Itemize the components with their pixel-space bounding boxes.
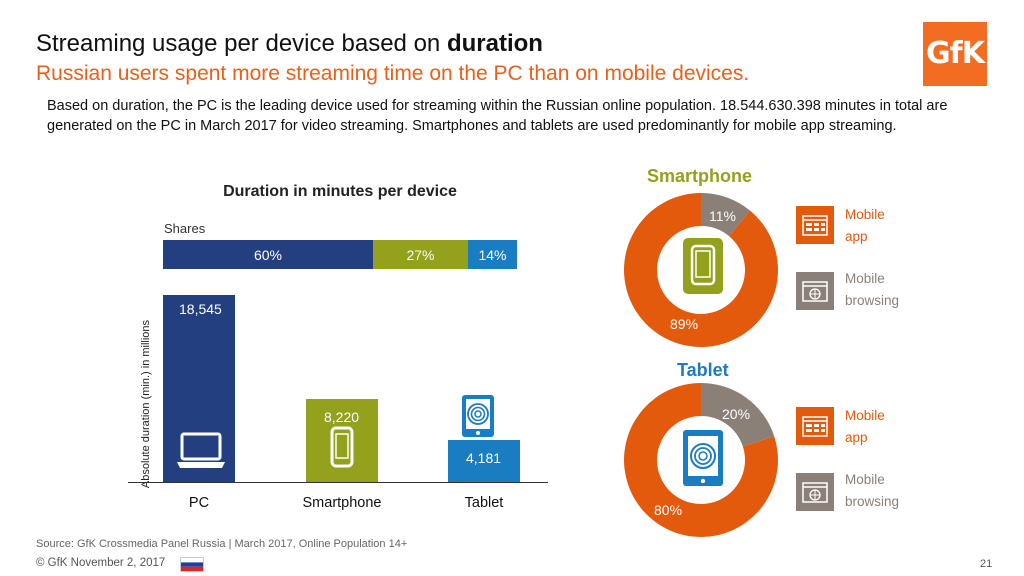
legend-mobile-app: Mobile app (845, 207, 885, 244)
smartphone-donut-title: Smartphone (647, 166, 753, 186)
legend-mobile-app-tablet: Mobile app (845, 408, 885, 445)
copyright: © GfK November 2, 2017 (36, 557, 166, 569)
bar-pc (163, 295, 235, 482)
page-title-emphasis: duration (446, 30, 543, 57)
tablet-icon (462, 395, 494, 437)
tablet-donut-title: Tablet (677, 360, 729, 380)
mobile-browsing-icon (796, 473, 834, 511)
russia-flag-icon (180, 557, 204, 572)
smartphone-icon (683, 238, 723, 294)
share-segment-pc: 60% (163, 240, 373, 269)
legend-mobile-browsing: Mobile browsing (845, 271, 900, 308)
bar-value-smartphone: 8,220 (324, 409, 360, 425)
smartphone-browsing-pct: 11% (709, 208, 736, 224)
share-segment-smartphone: 27% (373, 240, 468, 269)
page-title: Streaming usage per device based on dura… (36, 30, 543, 57)
x-axis-line (128, 482, 548, 483)
intro-paragraph: Based on duration, the PC is the leading… (47, 98, 948, 134)
tablet-icon (683, 430, 723, 486)
smartphone-slice-browsing (701, 193, 751, 237)
x-tick-smartphone: Smartphone (302, 495, 382, 511)
shares-label: Shares (164, 221, 206, 236)
tablet-browsing-pct: 20% (722, 406, 751, 422)
chart-title: Duration in minutes per device (223, 183, 457, 200)
bar-smartphone (306, 399, 378, 482)
bar-tablet (448, 440, 520, 482)
mobile-app-icon (796, 206, 834, 244)
x-tick-tablet: Tablet (464, 495, 504, 511)
smartphone-app-pct: 89% (670, 316, 699, 332)
page-subtitle: Russian users spent more streaming time … (36, 62, 750, 85)
mobile-app-icon (796, 407, 834, 445)
smartphone-icon (330, 426, 354, 468)
tablet-donut (624, 383, 778, 537)
legend-mobile-browsing-tablet: Mobile browsing (845, 472, 900, 509)
laptop-icon (177, 432, 225, 468)
share-segment-tablet: 14% (468, 240, 517, 269)
mobile-browsing-icon (796, 272, 834, 310)
x-tick-pc: PC (188, 495, 210, 511)
tablet-slice-browsing (701, 383, 775, 447)
smartphone-slice-app (624, 193, 778, 347)
tablet-app-pct: 80% (654, 502, 683, 518)
page-number: 21 (980, 558, 993, 570)
smartphone-donut (624, 193, 778, 347)
source-note: Source: GfK Crossmedia Panel Russia | Ma… (36, 538, 408, 550)
tablet-slice-app (624, 383, 778, 537)
bar-value-tablet: 4,181 (466, 450, 502, 466)
bar-value-pc: 18,545 (179, 301, 222, 317)
y-axis-label: Absolute duration (min.) in millions (140, 319, 152, 489)
gfk-logo: GfK (923, 22, 987, 86)
